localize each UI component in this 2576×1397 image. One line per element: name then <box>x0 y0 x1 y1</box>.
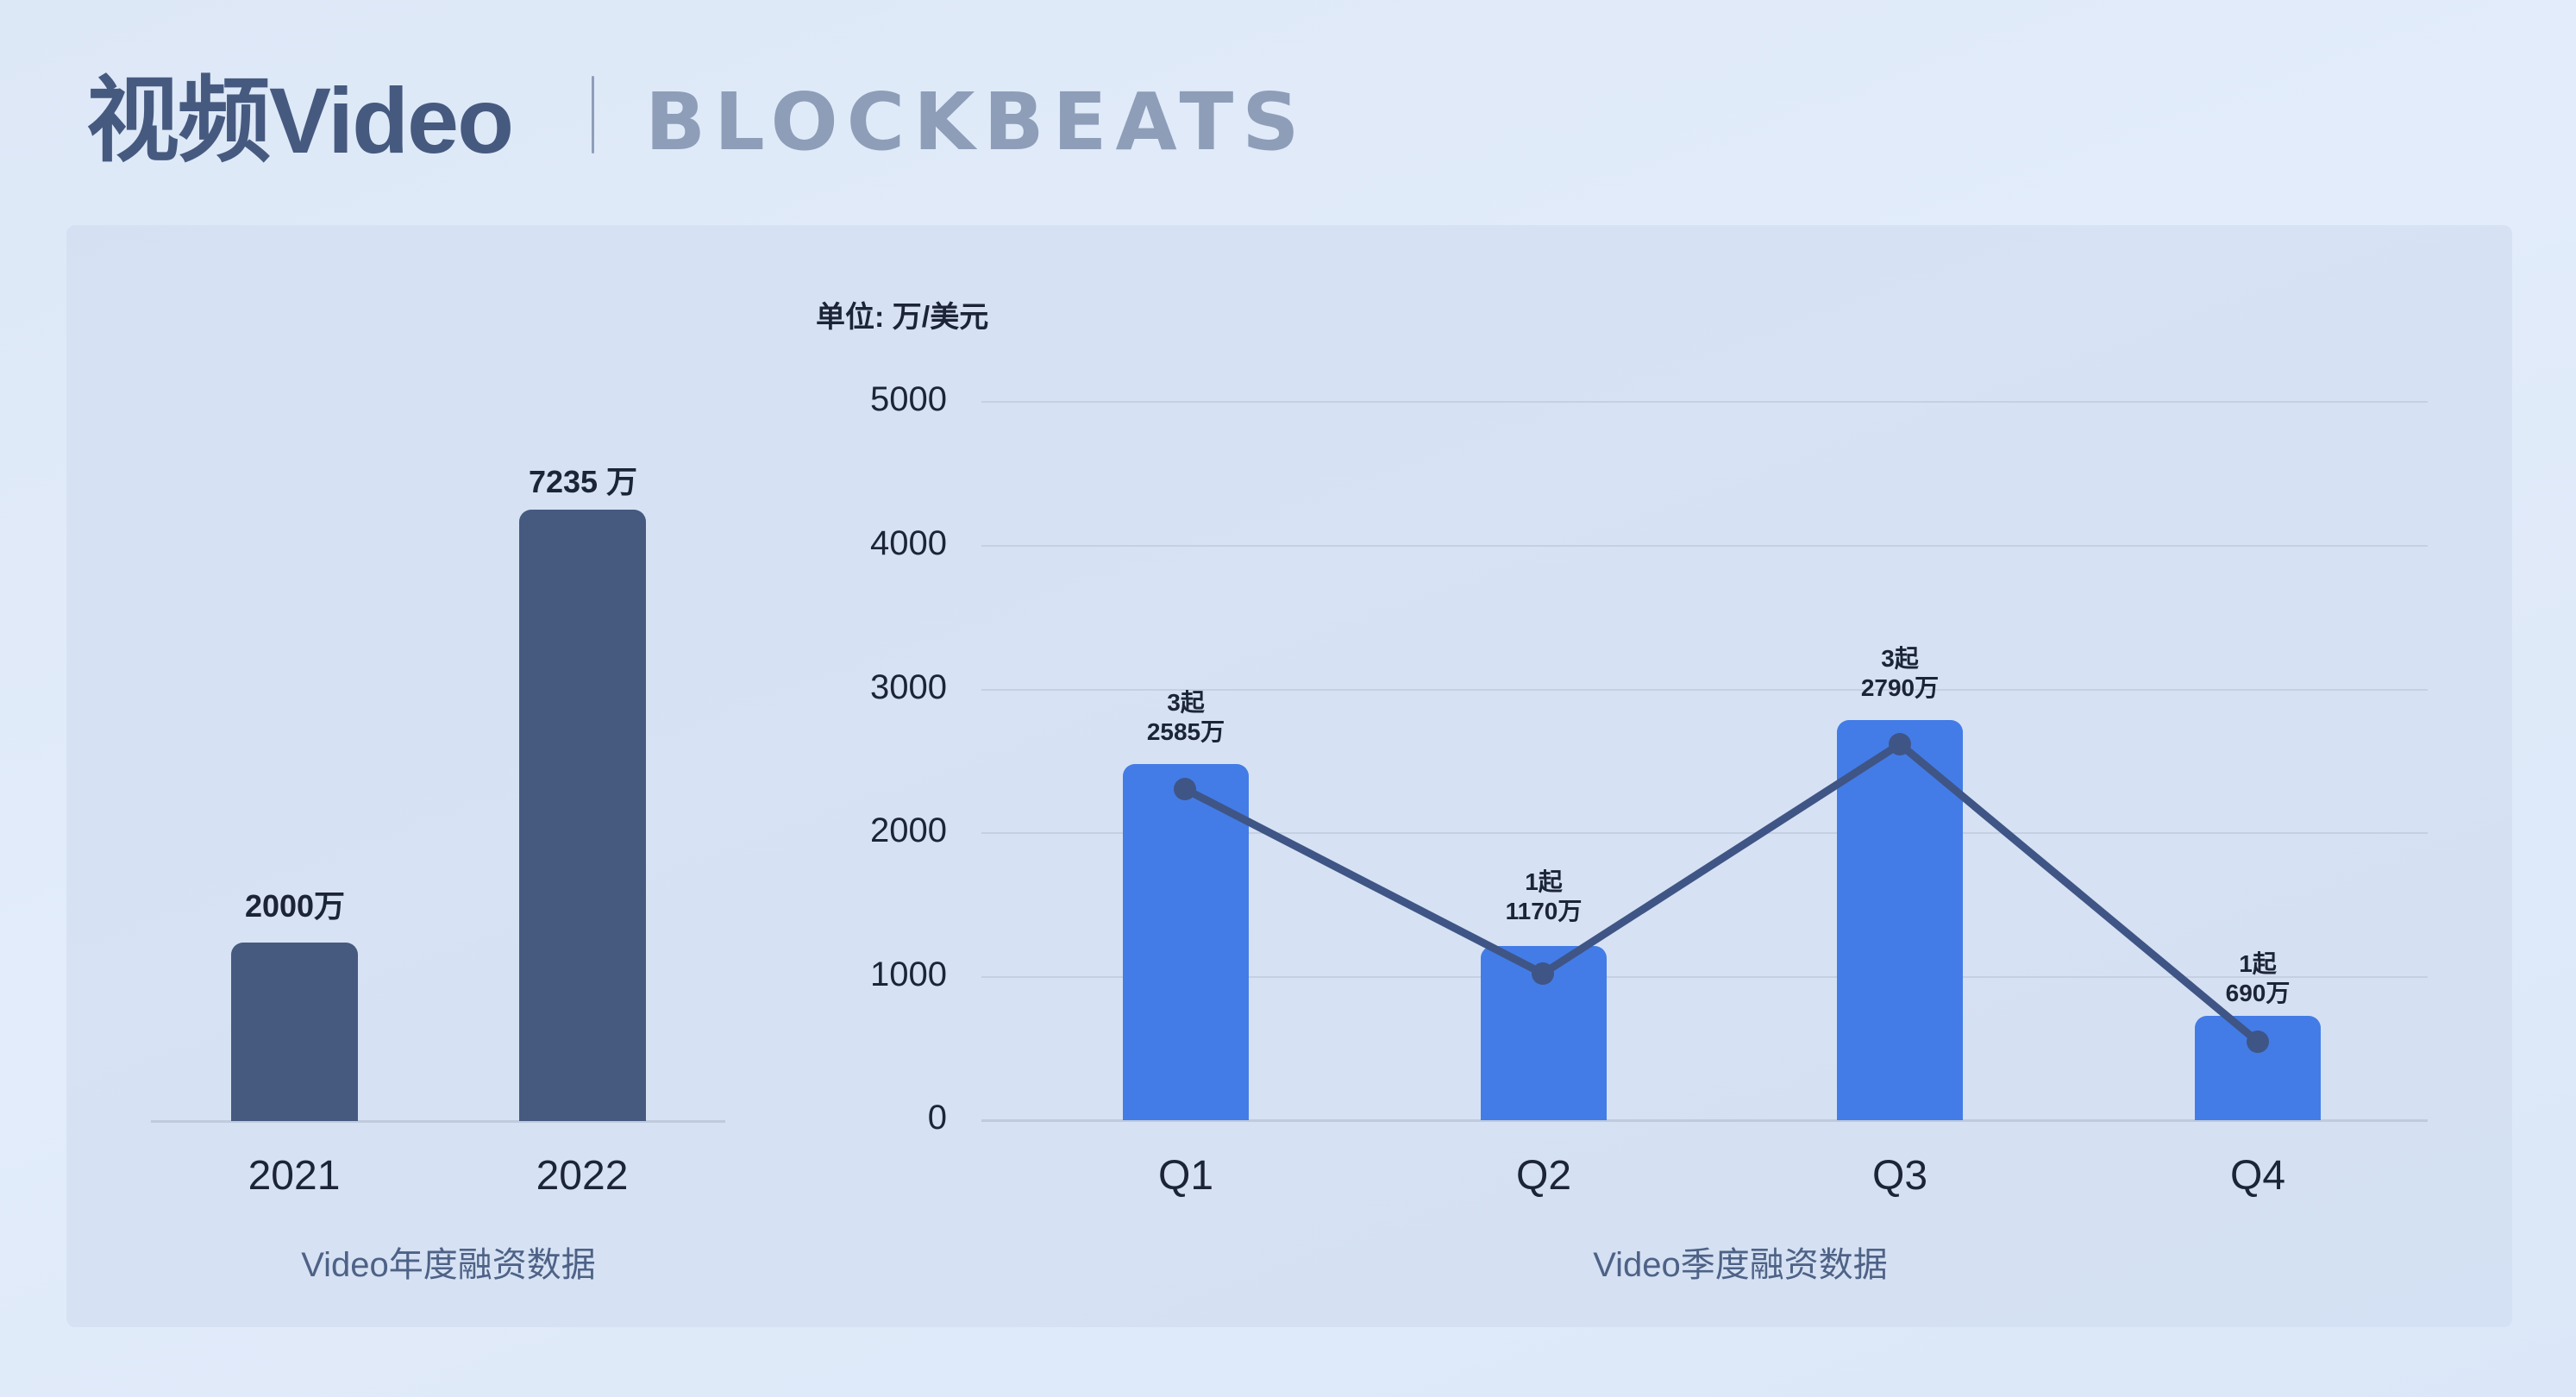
q3-value-label: 2790万 <box>1860 674 1940 701</box>
x-label-q4: Q4 <box>2229 1153 2286 1199</box>
y-tick-3000: 3000 <box>870 668 947 706</box>
trend-point-q4 <box>2247 1031 2269 1053</box>
annual-baseline <box>151 1120 725 1123</box>
y-tick-2000: 2000 <box>870 811 947 849</box>
trend-point-q1 <box>1174 778 1196 800</box>
q3-count-label: 3起 <box>1881 645 1919 672</box>
y-tick-0: 0 <box>927 1099 947 1137</box>
quarterly-baseline <box>981 1119 2428 1122</box>
q4-value-label: 690万 <box>2225 980 2291 1006</box>
q2-value-label: 1170万 <box>1505 898 1583 924</box>
quarterly-bar-q3 <box>1837 720 1963 1120</box>
gridline-4000 <box>981 545 2428 547</box>
gridline-3000 <box>981 689 2428 691</box>
y-tick-1000: 1000 <box>870 955 947 993</box>
page-title: 视频Video <box>86 68 514 172</box>
x-label-q1: Q1 <box>1157 1153 1214 1199</box>
x-label-q3: Q3 <box>1871 1153 1928 1199</box>
annual-bar-2021 <box>231 943 358 1121</box>
unit-label: 单位: 万/美元 <box>816 301 989 334</box>
x-label-q2: Q2 <box>1515 1153 1572 1199</box>
annual-x-label-2022: 2022 <box>536 1153 629 1199</box>
q1-value-label: 2585万 <box>1146 718 1225 745</box>
gridline-2000 <box>981 832 2428 834</box>
header-divider <box>592 76 594 153</box>
q2-count-label: 1起 <box>1525 868 1563 895</box>
y-tick-5000: 5000 <box>870 380 947 418</box>
quarterly-caption: Video季度融资数据 <box>1593 1246 1888 1284</box>
q4-count-label: 1起 <box>2239 950 2277 977</box>
annual-value-label-2021: 2000万 <box>244 888 346 924</box>
q1-count-label: 3起 <box>1167 689 1205 716</box>
brand-logo: BLOCKBEATS <box>645 76 1308 168</box>
annual-bar-2022 <box>519 510 646 1121</box>
annual-value-label-2022: 7235 万 <box>528 464 638 499</box>
quarterly-bar-q1 <box>1123 764 1249 1120</box>
annual-caption: Video年度融资数据 <box>301 1246 596 1284</box>
trend-point-q2 <box>1532 962 1554 985</box>
annual-x-label-2021: 2021 <box>248 1153 341 1199</box>
trend-point-q3 <box>1889 733 1911 755</box>
chart-panel <box>66 225 2512 1327</box>
gridline-1000 <box>981 976 2428 978</box>
y-tick-4000: 4000 <box>870 524 947 562</box>
gridline-5000 <box>981 401 2428 403</box>
